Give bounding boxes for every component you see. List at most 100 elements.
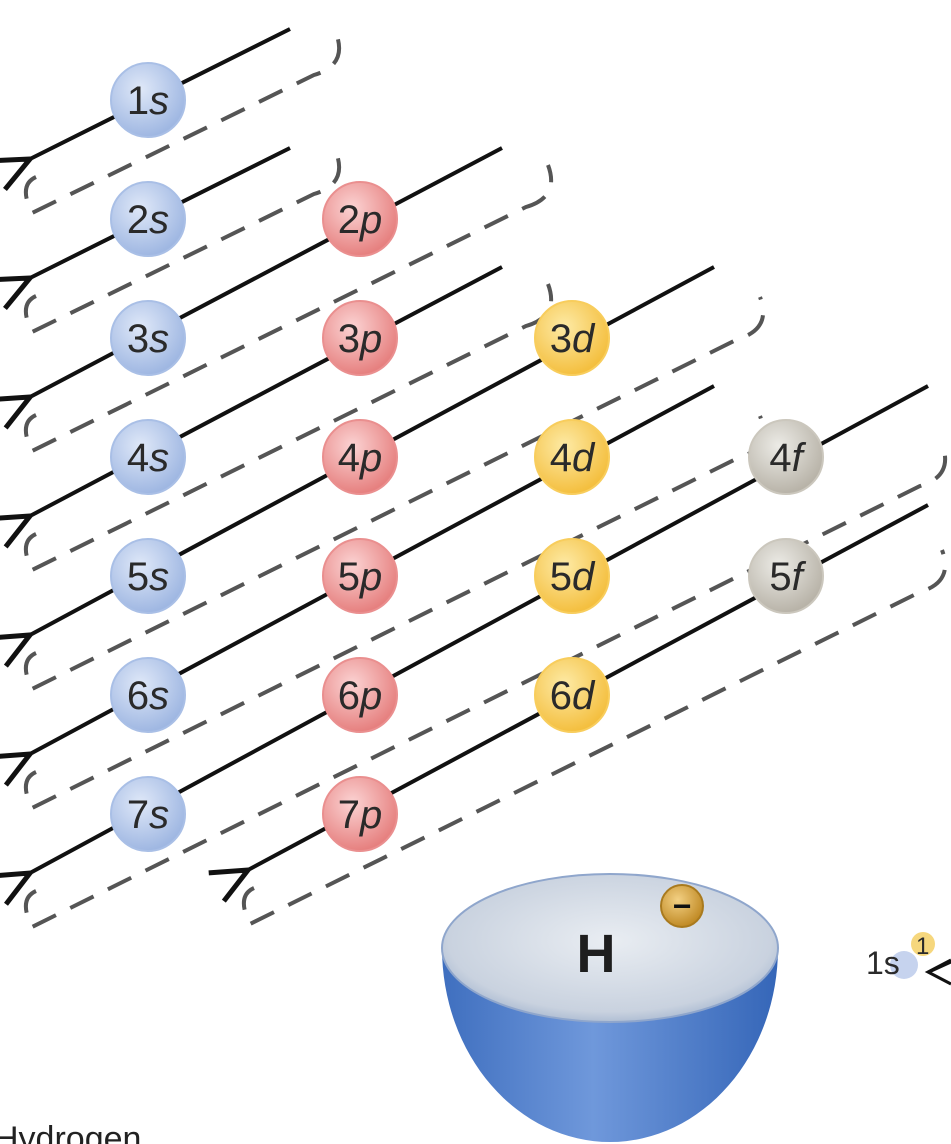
orbital-6d: 6d	[534, 657, 610, 733]
orbital-subshell-letter: s	[149, 555, 169, 599]
orbital-5f: 5f	[748, 538, 824, 614]
orbital-label: 6s	[127, 674, 169, 718]
orbital-7p: 7p	[322, 776, 398, 852]
electron-icon	[660, 884, 704, 928]
orbital-4f: 4f	[748, 419, 824, 495]
orbital-2p: 2p	[322, 181, 398, 257]
orbital-circle	[534, 419, 610, 495]
caption-text: Hydrogen	[0, 1120, 141, 1144]
orbital-label: 3p	[338, 317, 383, 361]
orbital-circle	[110, 419, 186, 495]
orbital-label: 3d	[550, 317, 596, 361]
orbital-circle	[748, 538, 824, 614]
orbital-5p: 5p	[322, 538, 398, 614]
orbital-label: 2s	[127, 198, 169, 242]
orbital-subshell-letter: p	[359, 436, 382, 480]
orbital-subshell-letter: p	[359, 674, 382, 718]
orbital-principal-number: 3	[127, 317, 149, 361]
config-orbital-label: 1s	[866, 945, 900, 981]
orbital-circle	[110, 62, 186, 138]
orbital-6p: 6p	[322, 657, 398, 733]
orbital-circle	[322, 657, 398, 733]
hydrogen-atom: H −	[441, 873, 779, 1142]
orbital-subshell-letter: s	[149, 79, 169, 123]
orbital-subshell-letter: p	[359, 555, 382, 599]
config-orbital-bubble	[890, 951, 918, 979]
orbital-label: 4d	[550, 436, 596, 480]
orbital-label: 3s	[127, 317, 169, 361]
orbital-principal-number: 5	[338, 555, 360, 599]
orbital-principal-number: 4	[550, 436, 572, 480]
config-superscript: 1	[916, 933, 929, 960]
config-electron-bubble	[911, 932, 935, 956]
orbital-5d: 5d	[534, 538, 610, 614]
orbital-3d: 3d	[534, 300, 610, 376]
orbital-subshell-letter: s	[149, 436, 169, 480]
orbital-4d: 4d	[534, 419, 610, 495]
orbital-circle	[110, 657, 186, 733]
orbital-4p: 4p	[322, 419, 398, 495]
orbital-subshell-letter: d	[572, 555, 596, 599]
orbital-2s: 2s	[110, 181, 186, 257]
orbital-subshell-letter: p	[359, 793, 382, 837]
orbital-label: 6d	[550, 674, 596, 718]
dashed-return-path	[24, 283, 554, 573]
orbital-principal-number: 6	[127, 674, 149, 718]
orbital-subshell-letter: d	[572, 674, 596, 718]
orbital-circle	[110, 776, 186, 852]
orbital-7s: 7s	[110, 776, 186, 852]
dashed-return-path	[24, 164, 554, 454]
orbital-label: 7p	[338, 793, 383, 837]
electron-sign: −	[673, 888, 692, 924]
orbital-principal-number: 3	[550, 317, 572, 361]
orbital-circle	[322, 300, 398, 376]
orbital-label: 5s	[127, 555, 169, 599]
orbital-principal-number: 7	[338, 793, 360, 837]
orbital-3p: 3p	[322, 300, 398, 376]
orbital-6s: 6s	[110, 657, 186, 733]
orbital-circle	[322, 419, 398, 495]
orbital-principal-number: 7	[127, 793, 149, 837]
atom-symbol: H	[577, 924, 616, 984]
orbital-label: 2p	[338, 198, 383, 242]
orbital-circle	[534, 538, 610, 614]
orbital-label: 4f	[769, 436, 806, 480]
orbital-circle	[748, 419, 824, 495]
orbital-circle	[322, 776, 398, 852]
dashed-return-path	[24, 151, 342, 335]
orbital-principal-number: 5	[550, 555, 572, 599]
orbital-label: 4p	[338, 436, 383, 480]
orbital-5s: 5s	[110, 538, 186, 614]
orbital-subshell-letter: s	[149, 793, 169, 837]
orbital-label: 6p	[338, 674, 383, 718]
orbital-label: 5f	[769, 555, 806, 599]
orbital-principal-number: 2	[127, 198, 149, 242]
orbital-circle	[534, 657, 610, 733]
orbital-principal-number: 6	[338, 674, 360, 718]
orbital-principal-number: 3	[338, 317, 360, 361]
orbital-circle	[110, 538, 186, 614]
orbital-principal-number: 6	[550, 674, 572, 718]
orbital-circle	[534, 300, 610, 376]
filling-arrow	[30, 146, 503, 397]
orbital-subshell-letter: p	[359, 317, 382, 361]
orbital-subshell-letter: d	[572, 436, 596, 480]
orbital-principal-number: 4	[769, 436, 791, 480]
orbital-circle	[322, 181, 398, 257]
orbital-circle	[110, 300, 186, 376]
orbital-principal-number: 5	[127, 555, 149, 599]
orbital-circle	[110, 181, 186, 257]
orbital-subshell-letter: s	[149, 317, 169, 361]
atom-hemisphere-side	[442, 948, 778, 1142]
orbital-principal-number: 5	[769, 555, 791, 599]
config-arrow-line	[928, 960, 951, 974]
orbital-principal-number: 4	[127, 436, 149, 480]
orbital-subshell-letter: s	[149, 198, 169, 242]
orbital-label: 5d	[550, 555, 596, 599]
orbital-subshell-letter: s	[149, 674, 169, 718]
orbital-circle	[322, 538, 398, 614]
filling-arrow	[30, 265, 503, 516]
orbital-1s: 1s	[110, 62, 186, 138]
